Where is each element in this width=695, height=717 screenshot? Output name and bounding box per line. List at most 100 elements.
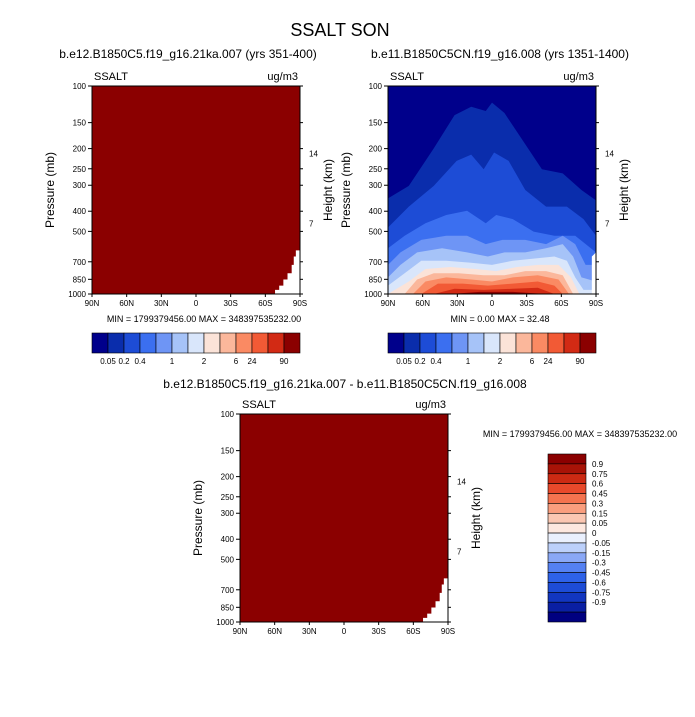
colorbar-swatch <box>531 332 549 354</box>
colorbar-label: 0.6 <box>592 480 604 489</box>
colorbar-swatch <box>171 332 189 354</box>
colorbar-swatch <box>139 332 157 354</box>
y2-axis-label: Height (km) <box>469 487 483 549</box>
x-tick-label: 90S <box>441 627 455 636</box>
y-tick-label: 1000 <box>68 290 86 299</box>
y2-tick-label: 14 <box>457 478 466 487</box>
colorbar-swatch <box>579 332 597 354</box>
colorbar-label: -0.15 <box>592 549 611 558</box>
x-tick-label: 90N <box>381 299 396 308</box>
colorbar-swatch <box>547 611 587 623</box>
colorbar-swatch <box>547 493 587 504</box>
colorbar-swatch <box>267 332 285 354</box>
colorbar-label: 0.4 <box>430 357 442 366</box>
x-tick-label: 60S <box>258 299 272 308</box>
y-axis-label: Pressure (mb) <box>43 152 57 228</box>
field-fill <box>92 86 300 294</box>
colorbar-swatch <box>235 332 253 354</box>
x-tick-label: 30S <box>224 299 238 308</box>
y-tick-label: 700 <box>221 586 235 595</box>
y-tick-label: 300 <box>369 181 383 190</box>
colorbar-swatch <box>547 562 587 573</box>
colorbar-label: 0.3 <box>592 499 604 508</box>
x-tick-label: 90N <box>85 299 100 308</box>
colorbar-label: 0.75 <box>592 470 608 479</box>
y-tick-label: 250 <box>73 165 87 174</box>
colorbar-swatch <box>283 332 301 354</box>
panel-difference: b.e12.B1850C5.f19_g16.21ka.007 - b.e11.B… <box>163 377 677 636</box>
field-fill <box>240 414 448 622</box>
y2-tick-label: 7 <box>309 219 314 228</box>
missing-region <box>258 244 300 294</box>
x-tick-label: 30N <box>154 299 169 308</box>
colorbar-swatch <box>563 332 581 354</box>
y2-tick-label: 7 <box>605 219 610 228</box>
colorbar-label: -0.3 <box>592 559 606 568</box>
colorbar-swatch <box>483 332 501 354</box>
x-tick-label: 60S <box>406 627 420 636</box>
x-tick-label: 90S <box>293 299 307 308</box>
y-tick-label: 500 <box>369 227 383 236</box>
variable-label: SSALT <box>94 71 128 83</box>
colorbar-label: 0.05 <box>100 357 116 366</box>
colorbar-swatch <box>547 503 587 514</box>
panel-left: b.e12.B1850C5.f19_g16.21ka.007 (yrs 351-… <box>43 47 335 324</box>
x-tick-label: 0 <box>490 299 495 308</box>
colorbar-left: 0.05 0.2 0.4 1 2 6 24 90 <box>91 332 301 366</box>
colorbar-label: -0.75 <box>592 588 611 597</box>
y-tick-label: 1000 <box>364 290 382 299</box>
colorbar-label: 2 <box>498 357 503 366</box>
colorbar-swatch <box>467 332 485 354</box>
x-tick-label: 60N <box>119 299 134 308</box>
colorbar-swatch <box>547 522 587 534</box>
x-tick-label: 30S <box>520 299 534 308</box>
colorbar-swatch <box>547 463 587 475</box>
colorbar-swatch <box>547 453 587 465</box>
colorbar-swatch <box>547 532 587 544</box>
variable-label: SSALT <box>242 399 276 411</box>
y-tick-label: 200 <box>369 145 383 154</box>
y-tick-label: 150 <box>369 119 383 128</box>
contour-level-12 <box>450 291 547 294</box>
colorbar-label: 0.4 <box>134 357 146 366</box>
colorbar-swatch <box>91 332 109 354</box>
y-tick-label: 850 <box>369 275 383 284</box>
colorbar-swatch <box>547 473 587 484</box>
colorbar-swatch <box>451 332 469 354</box>
colorbar-swatch <box>187 332 205 354</box>
x-tick-label: 60N <box>267 627 282 636</box>
colorbar-label: 1 <box>466 357 471 366</box>
colorbar-swatch <box>515 332 533 354</box>
colorbar-label: 0.05 <box>592 519 608 528</box>
y-tick-label: 250 <box>221 493 235 502</box>
x-tick-label: 30S <box>372 627 386 636</box>
y-tick-label: 150 <box>221 447 235 456</box>
y-tick-label: 100 <box>73 82 87 91</box>
y-axis-label: Pressure (mb) <box>191 480 205 556</box>
colorbar-swatch <box>435 332 453 354</box>
colorbar-swatch <box>219 332 237 354</box>
y-tick-label: 250 <box>369 165 383 174</box>
colorbar-swatch <box>547 572 587 583</box>
colorbar-label: 0.9 <box>592 460 604 469</box>
colorbar-label: 6 <box>234 357 239 366</box>
colorbar-swatch <box>403 332 421 354</box>
colorbar-right: 0.05 0.2 0.4 1 2 6 24 90 <box>387 332 597 366</box>
y-tick-label: 150 <box>73 119 87 128</box>
y2-tick-label: 14 <box>309 150 318 159</box>
y-tick-label: 700 <box>73 258 87 267</box>
colorbar-label: 2 <box>202 357 207 366</box>
colorbar-label: 24 <box>248 357 257 366</box>
colorbar-swatch <box>419 332 437 354</box>
colorbar-swatch <box>203 332 221 354</box>
colorbar-swatch <box>107 332 125 354</box>
colorbar-swatch <box>547 582 587 593</box>
min-max-label: MIN = 1799379456.00 MAX = 348397535232.0… <box>483 429 677 439</box>
colorbar-label: 0.05 <box>396 357 412 366</box>
units-label: ug/m3 <box>267 71 298 83</box>
y-tick-label: 500 <box>73 227 87 236</box>
colorbar-label: -0.05 <box>592 539 611 548</box>
units-label: ug/m3 <box>415 399 446 411</box>
x-tick-label: 0 <box>342 627 347 636</box>
y-tick-label: 500 <box>221 555 235 564</box>
